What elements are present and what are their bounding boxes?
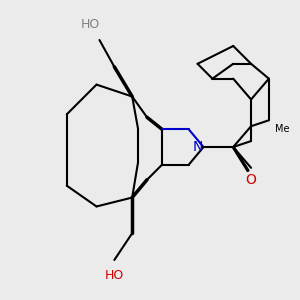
Text: Me: Me — [275, 124, 289, 134]
Text: N: N — [192, 140, 203, 154]
Text: HO: HO — [81, 18, 100, 31]
Text: HO: HO — [105, 269, 124, 282]
Text: O: O — [246, 173, 256, 187]
